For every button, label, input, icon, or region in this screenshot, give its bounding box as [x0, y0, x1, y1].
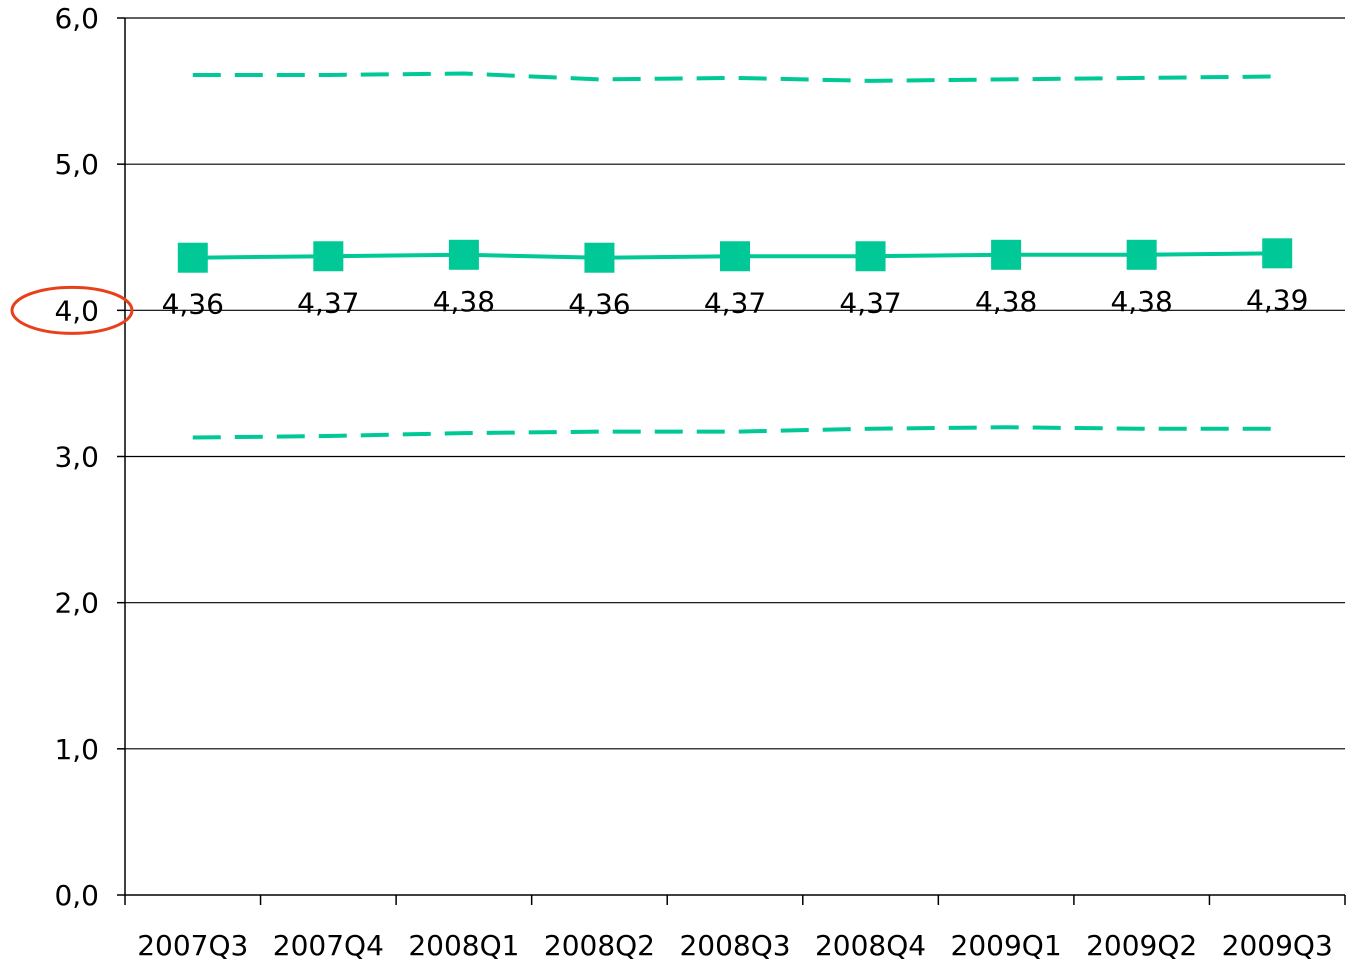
data-point-marker: [448, 239, 479, 270]
x-tick-label: 2008Q3: [679, 929, 790, 959]
series-markers: [177, 238, 1293, 273]
data-point-marker: [313, 241, 344, 272]
y-tick-label: 3,0: [54, 441, 99, 474]
data-point-marker: [855, 241, 886, 272]
data-label: 4,38: [975, 285, 1037, 318]
x-tick-label: 2008Q4: [815, 929, 926, 959]
x-tick-label: 2008Q2: [544, 929, 655, 959]
y-tick-labels: 0,0 1,0 2,0 3,0 4,0 5,0 6,0: [54, 2, 99, 912]
y-tick-label: 0,0: [54, 879, 99, 912]
data-label: 4,38: [433, 285, 495, 318]
data-point-marker: [720, 241, 750, 272]
x-tick-label: 2007Q3: [137, 929, 248, 959]
y-tick-label: 1,0: [54, 733, 99, 766]
highlight-annotations: [10, 285, 134, 335]
data-label: 4,38: [1110, 285, 1172, 318]
y-tick-label: 4,0: [54, 294, 99, 327]
data-point-marker: [177, 242, 208, 273]
gridlines: [125, 17, 1345, 750]
x-tick-label: 2009Q3: [1222, 929, 1333, 959]
x-tick-label: 2009Q2: [1086, 929, 1197, 959]
x-tick-label: 2007Q4: [273, 929, 384, 959]
x-tick-labels: 2007Q3 2007Q4 2008Q1 2008Q2 2008Q3 2008Q4 2009…: [137, 929, 1333, 962]
data-label: 4,39: [1246, 283, 1308, 316]
data-point-marker: [991, 239, 1022, 270]
data-label: 4,36: [568, 288, 630, 321]
dashed-band-line-2: [192, 425, 1278, 440]
data-label: 4,37: [704, 286, 766, 319]
x-tick-label: 2009Q1: [951, 929, 1062, 959]
y-tick-label: 5,0: [54, 148, 99, 181]
data-point-marker: [1262, 238, 1293, 269]
data-label: 4,37: [839, 286, 901, 319]
highlight-ellipse: [10, 285, 134, 335]
data-point-marker: [1126, 239, 1157, 270]
axes: [117, 17, 1346, 905]
data-label: 4,36: [162, 288, 224, 321]
data-labels: 4,36 4,37 4,38 4,36 4,37 4,37 4,38 4,38 4,39: [162, 283, 1309, 320]
data-point-marker: [584, 242, 615, 273]
y-tick-label: 2,0: [54, 587, 99, 620]
dashed-band-line-1: [192, 71, 1278, 83]
y-tick-label: 6,0: [54, 2, 99, 35]
x-tick-label: 2008Q1: [408, 929, 519, 959]
data-label: 4,37: [297, 286, 359, 319]
